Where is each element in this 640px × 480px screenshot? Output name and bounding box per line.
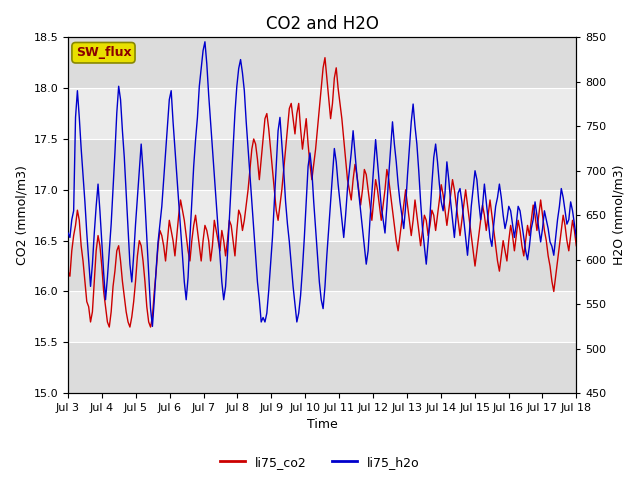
Bar xyxy=(68,240,576,291)
Bar xyxy=(68,139,576,190)
li75_co2 xyxy=(64,268,72,274)
li75_co2 xyxy=(572,243,580,249)
Legend: li75_co2, li75_h2o: li75_co2, li75_h2o xyxy=(215,451,425,474)
li75_co2 xyxy=(527,217,535,223)
Line: li75_h2o: li75_h2o xyxy=(68,42,576,326)
li75_h2o xyxy=(126,261,134,267)
li75_co2 xyxy=(128,314,136,320)
li75_co2 xyxy=(548,278,556,284)
li75_co2 xyxy=(413,212,420,218)
Bar xyxy=(68,342,576,393)
Bar xyxy=(68,190,576,240)
li75_h2o xyxy=(148,324,156,329)
li75_h2o xyxy=(396,199,404,205)
li75_h2o xyxy=(422,261,430,267)
li75_h2o xyxy=(413,141,420,147)
li75_h2o xyxy=(201,39,209,45)
li75_h2o xyxy=(527,226,535,231)
li75_h2o xyxy=(548,243,556,249)
Title: CO2 and H2O: CO2 and H2O xyxy=(266,15,379,33)
Bar xyxy=(68,88,576,139)
li75_h2o xyxy=(64,230,72,236)
Line: li75_co2: li75_co2 xyxy=(68,58,576,327)
li75_co2 xyxy=(106,324,113,330)
li75_h2o xyxy=(572,235,580,240)
li75_co2 xyxy=(396,233,404,239)
li75_co2 xyxy=(422,217,430,223)
Y-axis label: CO2 (mmol/m3): CO2 (mmol/m3) xyxy=(15,165,28,265)
X-axis label: Time: Time xyxy=(307,419,337,432)
Bar xyxy=(68,37,576,88)
Y-axis label: H2O (mmol/m3): H2O (mmol/m3) xyxy=(612,165,625,265)
li75_co2 xyxy=(321,55,329,60)
Text: SW_flux: SW_flux xyxy=(76,46,131,59)
Bar xyxy=(68,291,576,342)
